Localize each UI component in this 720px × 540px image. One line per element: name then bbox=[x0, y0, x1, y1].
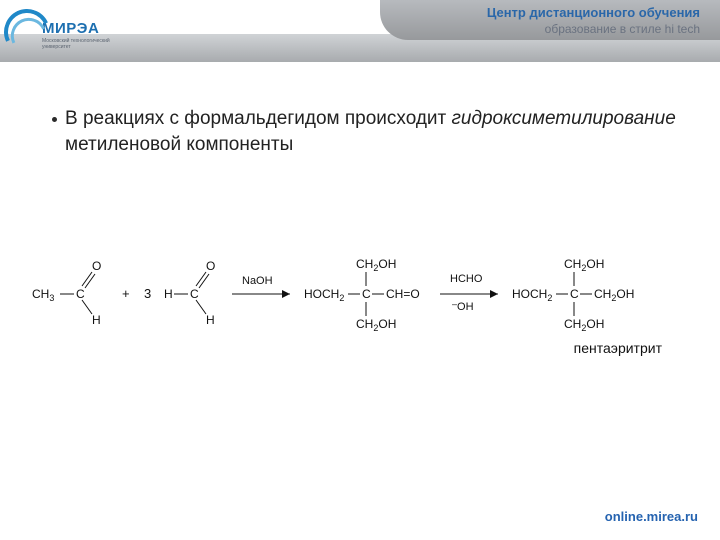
plus: + bbox=[122, 286, 130, 301]
bullet-italic: гидроксиметилирование bbox=[452, 108, 676, 129]
prod-hoch2: HOCH2 bbox=[512, 287, 552, 303]
prod-right: CH2OH bbox=[594, 287, 634, 303]
r1-ch3: CH3 bbox=[32, 287, 54, 303]
logo: МИРЭА Московский технологический универс… bbox=[4, 4, 134, 60]
reaction-scheme: CH3 C O H + 3 H C O H NaOH HOCH2 bbox=[32, 238, 702, 348]
bullet-post: метиленовой компоненты bbox=[65, 134, 293, 155]
int-top: CH2OH bbox=[356, 257, 396, 273]
main-content: В реакциях с формальдегидом происходит г… bbox=[52, 106, 680, 157]
logo-text: МИРЭА Московский технологический универс… bbox=[42, 14, 122, 50]
r2-h2: H bbox=[206, 313, 215, 327]
bullet-dot-icon bbox=[52, 117, 57, 122]
header-subtitle: образование в стиле hi tech bbox=[545, 22, 700, 36]
int-bot: CH2OH bbox=[356, 317, 396, 333]
footer-url: online.mirea.ru bbox=[605, 509, 698, 524]
r1-h: H bbox=[92, 313, 101, 327]
int-cho: CH=O bbox=[386, 287, 420, 301]
r2-h: H bbox=[164, 287, 173, 301]
product-name: пентаэритрит bbox=[574, 340, 662, 356]
logo-name: МИРЭА bbox=[42, 20, 122, 37]
r1-c: C bbox=[76, 287, 85, 301]
prod-c: C bbox=[570, 287, 579, 301]
bullet-pre: В реакциях с формальдегидом происходит bbox=[65, 108, 452, 129]
arrow2-bot: –OH bbox=[452, 299, 474, 313]
bullet-text: В реакциях с формальдегидом происходит г… bbox=[65, 106, 680, 157]
r2-c: C bbox=[190, 287, 199, 301]
int-c: C bbox=[362, 287, 371, 301]
bullet-item: В реакциях с формальдегидом происходит г… bbox=[52, 106, 680, 157]
r2-o: O bbox=[206, 259, 215, 273]
coef: 3 bbox=[144, 286, 151, 301]
r1-o: O bbox=[92, 259, 101, 273]
logo-sub: Московский технологический университет bbox=[42, 39, 122, 50]
int-hoch2: HOCH2 bbox=[304, 287, 344, 303]
header-title: Центр дистанционного обучения bbox=[487, 5, 700, 20]
logo-arc-icon bbox=[0, 3, 56, 62]
arrow1-label: NaOH bbox=[242, 275, 273, 287]
prod-bot: CH2OH bbox=[564, 317, 604, 333]
prod-top: CH2OH bbox=[564, 257, 604, 273]
arrow2-top: HCHO bbox=[450, 273, 483, 285]
